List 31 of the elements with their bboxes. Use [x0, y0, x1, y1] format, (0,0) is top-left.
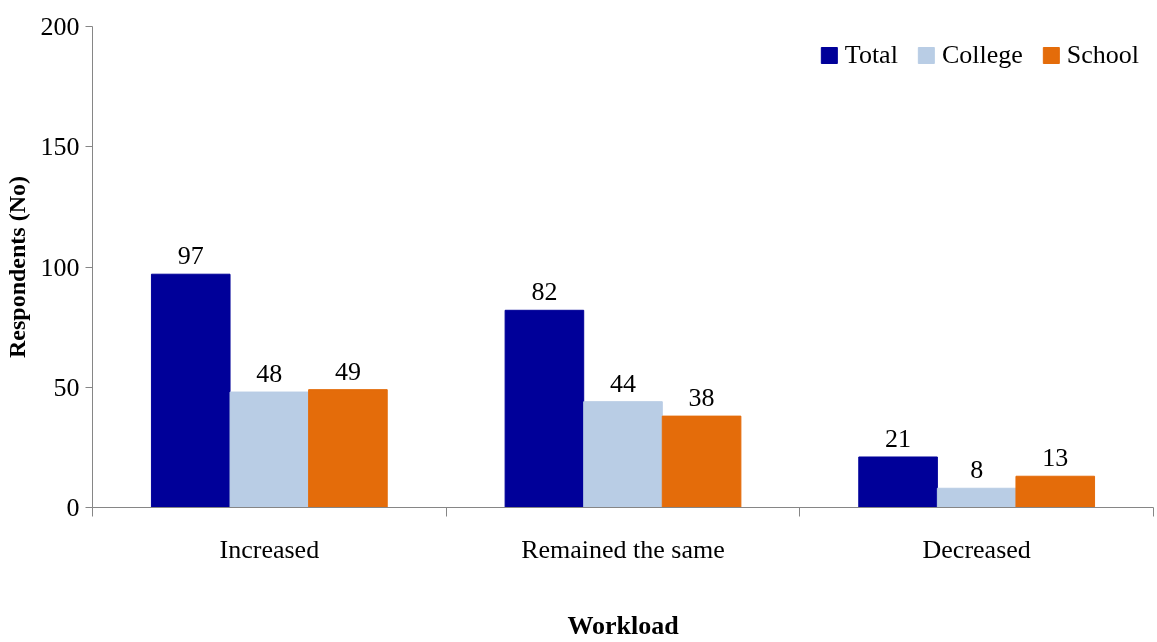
y-tick-label: 0 — [66, 493, 80, 522]
data-label: 82 — [531, 277, 558, 307]
bar — [936, 487, 1017, 508]
bar — [858, 456, 938, 508]
data-label: 38 — [688, 383, 715, 413]
bar — [1015, 475, 1096, 508]
data-label: 8 — [970, 455, 984, 485]
x-tick-label: Increased — [219, 534, 320, 564]
data-label: 13 — [1042, 443, 1069, 473]
legend-label: College — [941, 40, 1023, 70]
bar — [661, 415, 742, 508]
y-tick-label: 50 — [53, 372, 80, 402]
data-label: 49 — [334, 356, 361, 386]
y-tick-label: 100 — [40, 252, 80, 282]
legend-label: School — [1066, 40, 1139, 70]
bar — [308, 389, 388, 508]
bar — [150, 273, 231, 508]
data-label: 97 — [177, 241, 204, 271]
x-axis-title: Workload — [567, 610, 680, 640]
x-tick-label: Decreased — [922, 534, 1031, 564]
data-label: 48 — [256, 359, 283, 389]
y-tick-label: 200 — [40, 12, 80, 41]
bar — [229, 391, 310, 508]
data-label: 21 — [885, 423, 912, 453]
y-tick-label: 150 — [40, 132, 80, 162]
x-tick-label: Remained the same — [521, 534, 725, 564]
y-axis-title: Respondents (No) — [3, 175, 30, 359]
bar — [504, 309, 585, 508]
data-label: 44 — [610, 368, 636, 398]
bar — [583, 401, 663, 508]
legend-label: Total — [844, 40, 898, 70]
